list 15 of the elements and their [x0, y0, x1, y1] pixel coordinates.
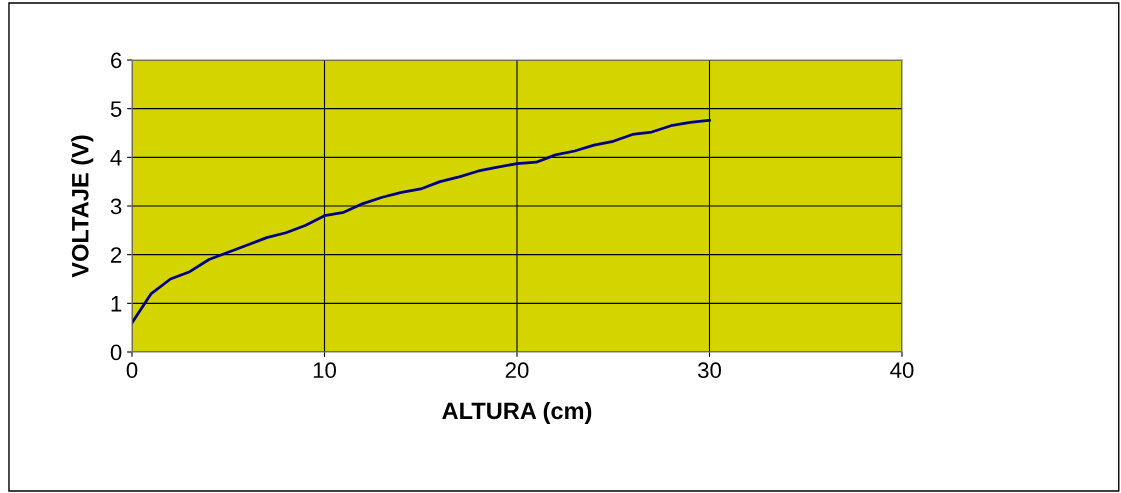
x-tick-label: 0 — [126, 362, 138, 379]
x-axis-title: ALTURA (cm) — [442, 401, 592, 424]
y-tick-label: 4 — [110, 150, 122, 166]
x-tick-label: 20 — [505, 362, 529, 379]
x-tick-label: 10 — [313, 362, 336, 379]
x-tick-label: 30 — [697, 362, 721, 379]
y-axis-title: VOLTAJE (V) — [71, 135, 94, 278]
y-tick-label: 0 — [110, 344, 122, 361]
y-tick-label: 5 — [110, 101, 122, 117]
x-tick-label: 40 — [890, 362, 914, 379]
y-tick-label: 2 — [111, 247, 122, 263]
y-tick-label: 1 — [111, 296, 122, 312]
y-tick-label: 3 — [110, 198, 122, 215]
y-tick-label: 6 — [111, 52, 122, 69]
line-series — [132, 118, 711, 325]
